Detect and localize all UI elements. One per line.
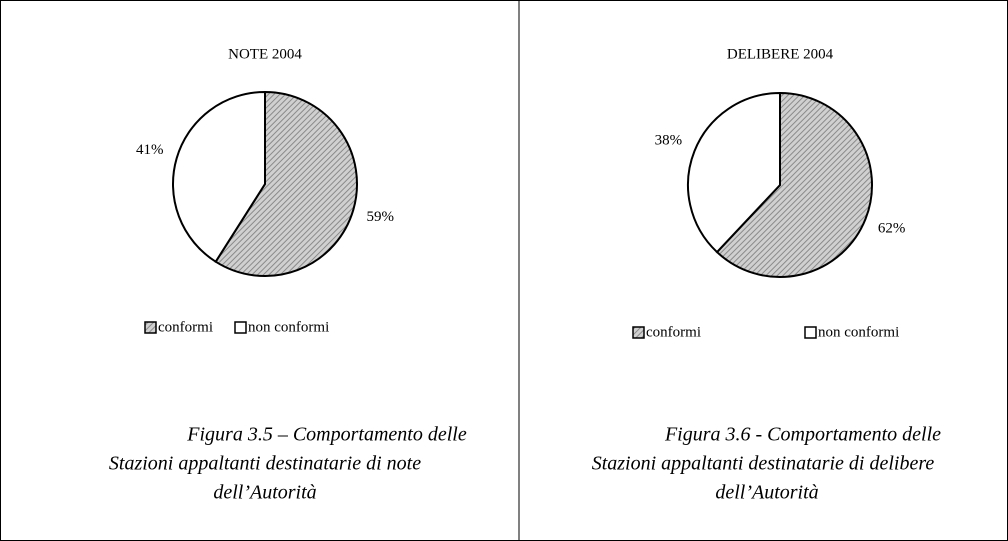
legend-label: conformi (646, 324, 701, 340)
legend-label: non conformi (248, 319, 329, 335)
pie-slice (214, 90, 358, 277)
caption-line: Figura 3.6 - Comportamento delle (664, 424, 941, 446)
legend-label: conformi (158, 319, 213, 335)
caption-line: Stazioni appaltanti destinatarie di deli… (592, 453, 935, 475)
pie-slice (715, 91, 873, 278)
legend-swatch (804, 326, 817, 339)
caption-line: Stazioni appaltanti destinatarie di note (109, 453, 421, 475)
caption-line: dell’Autorità (715, 482, 818, 504)
legend-swatch (234, 321, 247, 334)
data-label: 38% (655, 132, 683, 148)
chart-title: DELIBERE 2004 (727, 46, 834, 62)
data-label: 41% (136, 142, 164, 158)
legend-swatch (144, 321, 157, 334)
caption-line: dell’Autorità (213, 482, 316, 504)
data-label: 59% (366, 209, 394, 225)
data-label: 62% (878, 221, 906, 237)
pie-slice (687, 91, 781, 254)
legend-swatch (632, 326, 645, 339)
legend-label: non conformi (818, 324, 899, 340)
caption-line: Figura 3.5 – Comportamento delle (186, 424, 467, 446)
pie-slice (172, 90, 266, 264)
chart-title: NOTE 2004 (228, 46, 302, 62)
